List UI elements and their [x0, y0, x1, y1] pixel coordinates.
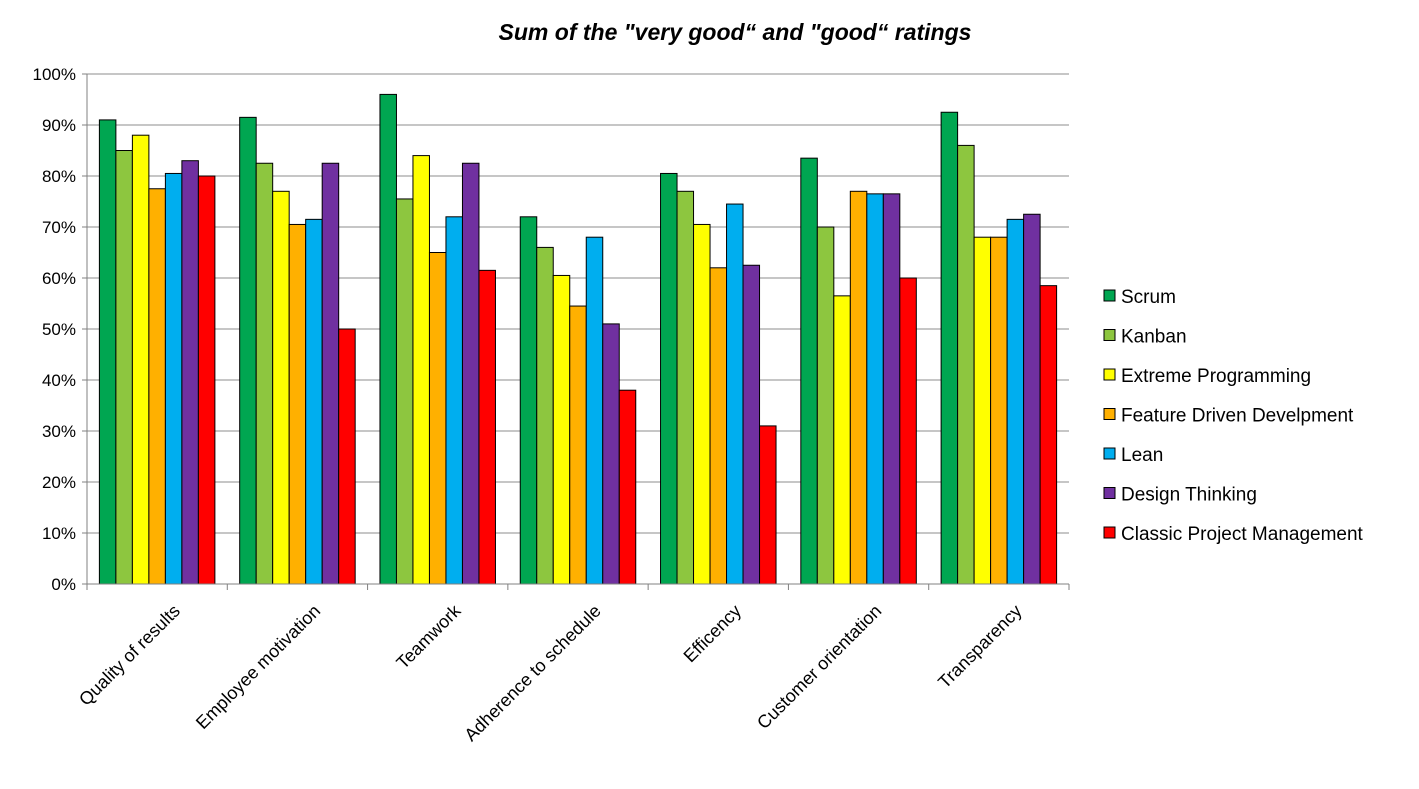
legend-item: Feature Driven Develpment — [1103, 406, 1354, 427]
x-category-label: Transparency — [934, 601, 1025, 692]
y-tick-label: 40% — [42, 371, 76, 390]
bar-design-thinking — [882, 193, 901, 585]
x-category-label: Employee motivation — [192, 601, 324, 733]
bar-kanban — [536, 246, 554, 585]
x-category-label: Customer orientation — [753, 601, 885, 733]
bar-design-thinking — [321, 162, 340, 585]
x-axis-category-labels: Quality of results Employee motivation Tea… — [75, 600, 1026, 745]
legend-item: Design Thinking — [1103, 485, 1257, 506]
bar-kanban — [816, 226, 835, 585]
legend-item: Kanban — [1103, 327, 1187, 348]
legend-swatch — [1103, 289, 1116, 302]
bar-scrum — [800, 157, 818, 585]
bar-design-thinking — [602, 323, 620, 585]
x-category-label: Efficency — [680, 601, 746, 667]
legend-label: Lean — [1121, 445, 1163, 466]
chart-title: Sum of the "very good“ and "good“ rating… — [499, 19, 972, 45]
y-tick-label: 90% — [42, 116, 76, 135]
y-axis-ticks: 0% 10% 20% 30% 40% 50% 60% 70% 80% 90% 100% — [33, 65, 87, 594]
bar-scrum — [379, 93, 397, 585]
bar-lean — [1006, 218, 1025, 585]
bar-feature-driven-develpment — [428, 252, 447, 585]
legend-swatch — [1103, 368, 1116, 381]
bar-feature-driven-develpment — [569, 305, 587, 585]
bar-classic-project-management — [1039, 285, 1058, 585]
y-tick-label: 60% — [42, 269, 76, 288]
bar-kanban — [957, 144, 975, 585]
legend-swatch — [1103, 329, 1116, 341]
bar-scrum — [519, 216, 538, 585]
legend-label: Scrum — [1121, 287, 1176, 308]
legend: Scrum Kanban Extreme Programming Feature Dr… — [1103, 287, 1364, 545]
bar-classic-project-management — [338, 328, 356, 585]
x-category-label: Quality of results — [75, 601, 184, 710]
bar-classic-project-management — [618, 389, 637, 585]
bar-design-thinking — [181, 160, 199, 585]
bar-extreme-programming — [693, 223, 711, 585]
legend-item: Scrum — [1103, 287, 1176, 308]
bar-extreme-programming — [973, 236, 992, 585]
x-category-label: Teamwork — [392, 600, 465, 673]
y-tick-label: 20% — [42, 473, 76, 492]
bar-classic-project-management — [197, 175, 216, 585]
bar-classic-project-management — [759, 425, 777, 585]
legend-label: Kanban — [1121, 327, 1187, 348]
y-tick-label: 0% — [51, 575, 76, 594]
legend-swatch — [1103, 408, 1116, 420]
y-tick-label: 50% — [42, 320, 76, 339]
bar-scrum — [98, 119, 117, 585]
y-tick-label: 100% — [33, 65, 76, 84]
y-tick-label: 80% — [42, 167, 76, 186]
bar-extreme-programming — [272, 190, 290, 585]
bar-kanban — [115, 150, 133, 585]
bar-extreme-programming — [552, 274, 571, 585]
bar-kanban — [676, 190, 695, 585]
bar-lean — [164, 172, 183, 585]
bar-lean — [305, 218, 323, 585]
x-category-label: Adherence to schedule — [460, 601, 604, 745]
legend-item: Classic Project Management — [1103, 524, 1364, 545]
legend-label: Extreme Programming — [1121, 366, 1311, 387]
bar-classic-project-management — [478, 269, 496, 585]
legend-item: Extreme Programming — [1103, 366, 1311, 387]
bar-extreme-programming — [833, 295, 851, 585]
bar-feature-driven-develpment — [709, 267, 728, 585]
bar-scrum — [239, 116, 257, 585]
bar-design-thinking — [461, 162, 480, 585]
bar-feature-driven-develpment — [990, 236, 1008, 585]
bar-classic-project-management — [899, 277, 917, 585]
bar-design-thinking — [742, 264, 761, 585]
legend-swatch — [1103, 447, 1116, 460]
legend-swatch — [1103, 487, 1116, 499]
bar-scrum — [940, 111, 959, 585]
legend-item: Lean — [1103, 445, 1163, 466]
bar-feature-driven-develpment — [849, 190, 868, 585]
bar-feature-driven-develpment — [288, 223, 307, 585]
bar-feature-driven-develpment — [148, 188, 166, 585]
bar-lean — [726, 203, 744, 585]
legend-swatch — [1103, 526, 1116, 539]
axes — [86, 74, 1070, 590]
bar-lean — [866, 193, 884, 585]
bar-kanban — [255, 162, 274, 585]
bar-lean — [585, 236, 604, 585]
y-tick-label: 70% — [42, 218, 76, 237]
bar-lean — [445, 216, 463, 585]
legend-label: Classic Project Management — [1121, 524, 1364, 545]
y-tick-label: 30% — [42, 422, 76, 441]
bar-scrum — [660, 172, 678, 585]
y-tick-label: 10% — [42, 524, 76, 543]
legend-label: Feature Driven Develpment — [1121, 406, 1354, 427]
legend-label: Design Thinking — [1121, 485, 1257, 506]
bar-extreme-programming — [412, 155, 430, 585]
bar-design-thinking — [1023, 213, 1041, 585]
bar-extreme-programming — [131, 134, 150, 585]
bars — [98, 93, 1058, 585]
bar-kanban — [395, 198, 414, 585]
